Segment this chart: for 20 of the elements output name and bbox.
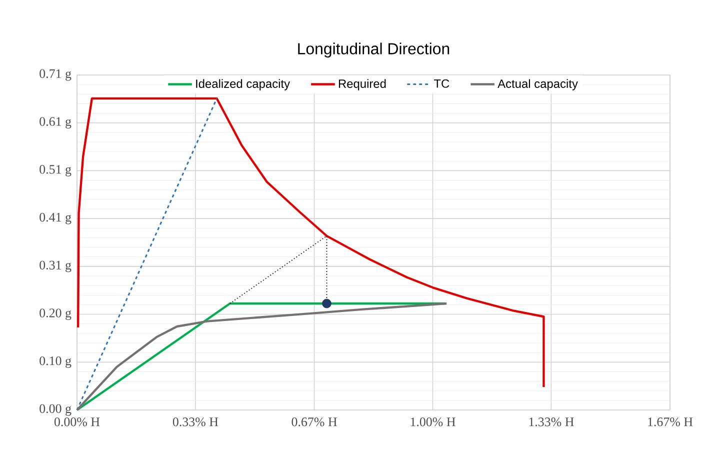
- legend-label: Idealized capacity: [196, 79, 290, 90]
- y-tick-label: 0.61 g: [40, 117, 72, 129]
- x-tick-label: 0.33% H: [172, 418, 218, 426]
- legend-label: Actual capacity: [498, 79, 578, 90]
- y-tick-label: 0.10 g: [40, 356, 72, 368]
- legend-label: TC: [434, 79, 450, 88]
- x-tick-label: 0.00% H: [54, 418, 100, 426]
- x-tick-label: 0.67% H: [292, 418, 337, 426]
- y-tick-label: 0.20 g: [40, 308, 72, 320]
- x-tick-label: 1.67% H: [648, 418, 693, 426]
- y-tick-label: 0.41 g: [40, 212, 72, 224]
- x-tick-label: 1.00% H: [410, 418, 456, 426]
- legend-label: Required: [338, 79, 386, 90]
- chart-title: Longitudinal Direction: [298, 42, 450, 58]
- y-tick-label: 0.71 g: [40, 69, 72, 81]
- y-tick-label: 0.31 g: [40, 260, 72, 272]
- y-tick-label: 0.00 g: [40, 404, 72, 416]
- y-tick-label: 0.51 g: [40, 165, 72, 176]
- x-tick-label: 1.33% H: [529, 418, 574, 426]
- line-series: [76, 97, 545, 388]
